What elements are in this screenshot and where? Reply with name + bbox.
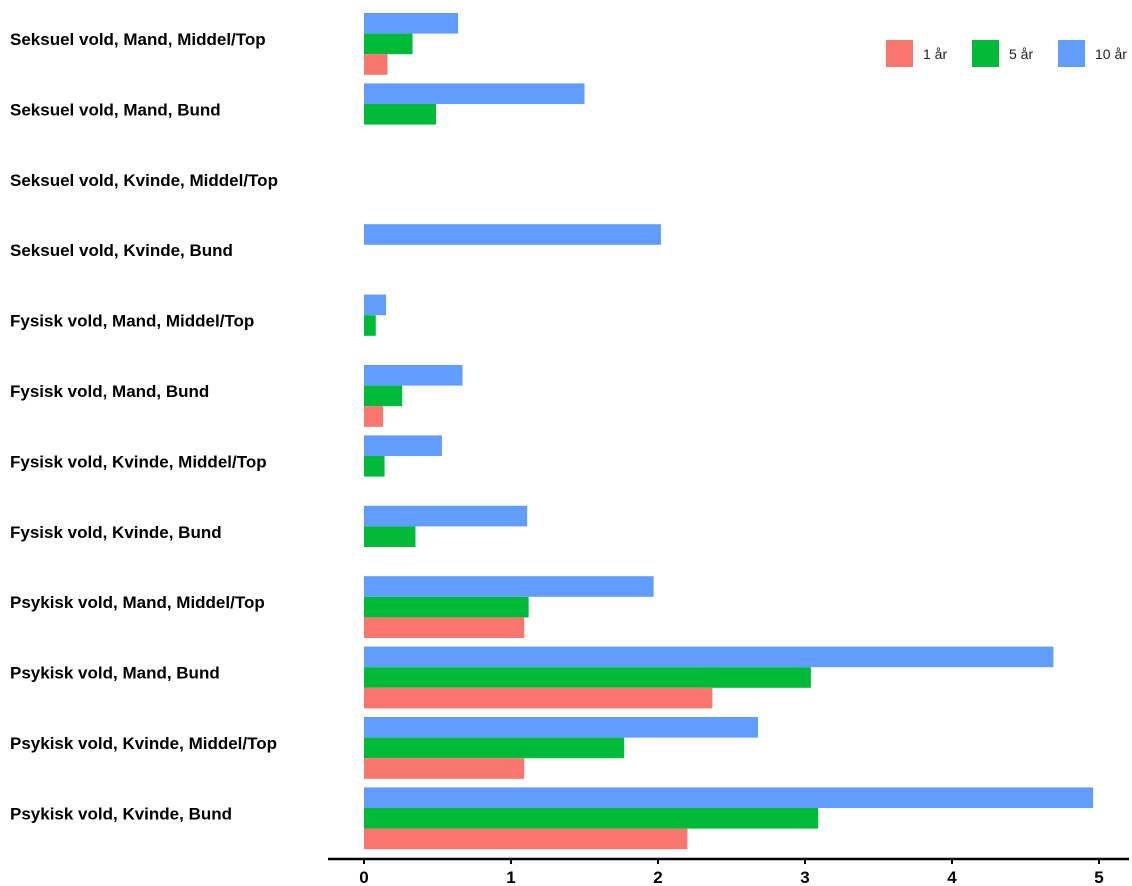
bar-10-ar [364,576,654,597]
bar-5-ar [364,385,403,407]
category-label: Fysisk vold, Mand, Middel/Top [10,312,254,331]
category-label: Fysisk vold, Kvinde, Middel/Top [10,452,267,471]
bar-1-ar [364,54,388,75]
bar-1-ar [364,617,525,638]
bar-10-ar [364,717,758,738]
category-label: Seksuel vold, Kvinde, Bund [10,241,233,260]
x-tick-label: 4 [947,868,957,886]
legend-label: 5 år [1009,46,1033,62]
bar-5-ar [364,315,376,336]
category-label: Fysisk vold, Mand, Bund [10,382,209,401]
bar-10-ar [364,646,1054,668]
x-tick-label: 0 [359,868,368,886]
legend-swatch [972,40,999,67]
legend-swatch [1058,40,1085,67]
bar-5-ar [364,526,416,547]
bar-10-ar [364,13,459,34]
category-labels: Seksuel vold, Mand, Middel/Top Seksuel vo… [10,30,278,823]
legend-label: 1 år [923,46,947,62]
legend: 1 år 5 år 10 år [886,40,1127,67]
legend-label: 10 år [1095,46,1127,62]
bar-10-ar [364,787,1094,808]
legend-swatch [886,40,913,67]
bar-5-ar [364,456,385,477]
bar-10-ar [364,83,585,104]
category-label: Seksuel vold, Kvinde, Middel/Top [10,171,278,190]
category-label: Seksuel vold, Mand, Middel/Top [10,30,266,49]
bar-5-ar [364,104,437,125]
bar-10-ar [364,435,442,456]
bar-1-ar [364,828,688,850]
bar-5-ar [364,596,529,618]
bar-1-ar [364,406,384,427]
category-label: Psykisk vold, Kvinde, Bund [10,804,232,823]
bar-10-ar [364,224,661,245]
x-tick-label: 1 [506,868,515,886]
x-axis-ticks: 0 1 2 3 4 5 [359,859,1104,886]
category-label: Psykisk vold, Mand, Bund [10,664,220,683]
bar-5-ar [364,33,413,55]
bars-group [364,13,1094,850]
x-tick-label: 2 [653,868,662,886]
bar-10-ar [364,294,387,316]
category-label: Psykisk vold, Mand, Middel/Top [10,593,265,612]
x-tick-label: 3 [800,868,809,886]
bar-10-ar [364,505,528,527]
bar-1-ar [364,687,713,709]
category-label: Seksuel vold, Mand, Bund [10,100,221,119]
bar-1-ar [364,758,525,779]
category-label: Psykisk vold, Kvinde, Middel/Top [10,734,277,753]
bar-5-ar [364,808,819,829]
bar-10-ar [364,365,463,386]
bar-5-ar [364,667,811,688]
x-tick-label: 5 [1094,868,1103,886]
bar-5-ar [364,737,625,759]
category-label: Fysisk vold, Kvinde, Bund [10,523,222,542]
